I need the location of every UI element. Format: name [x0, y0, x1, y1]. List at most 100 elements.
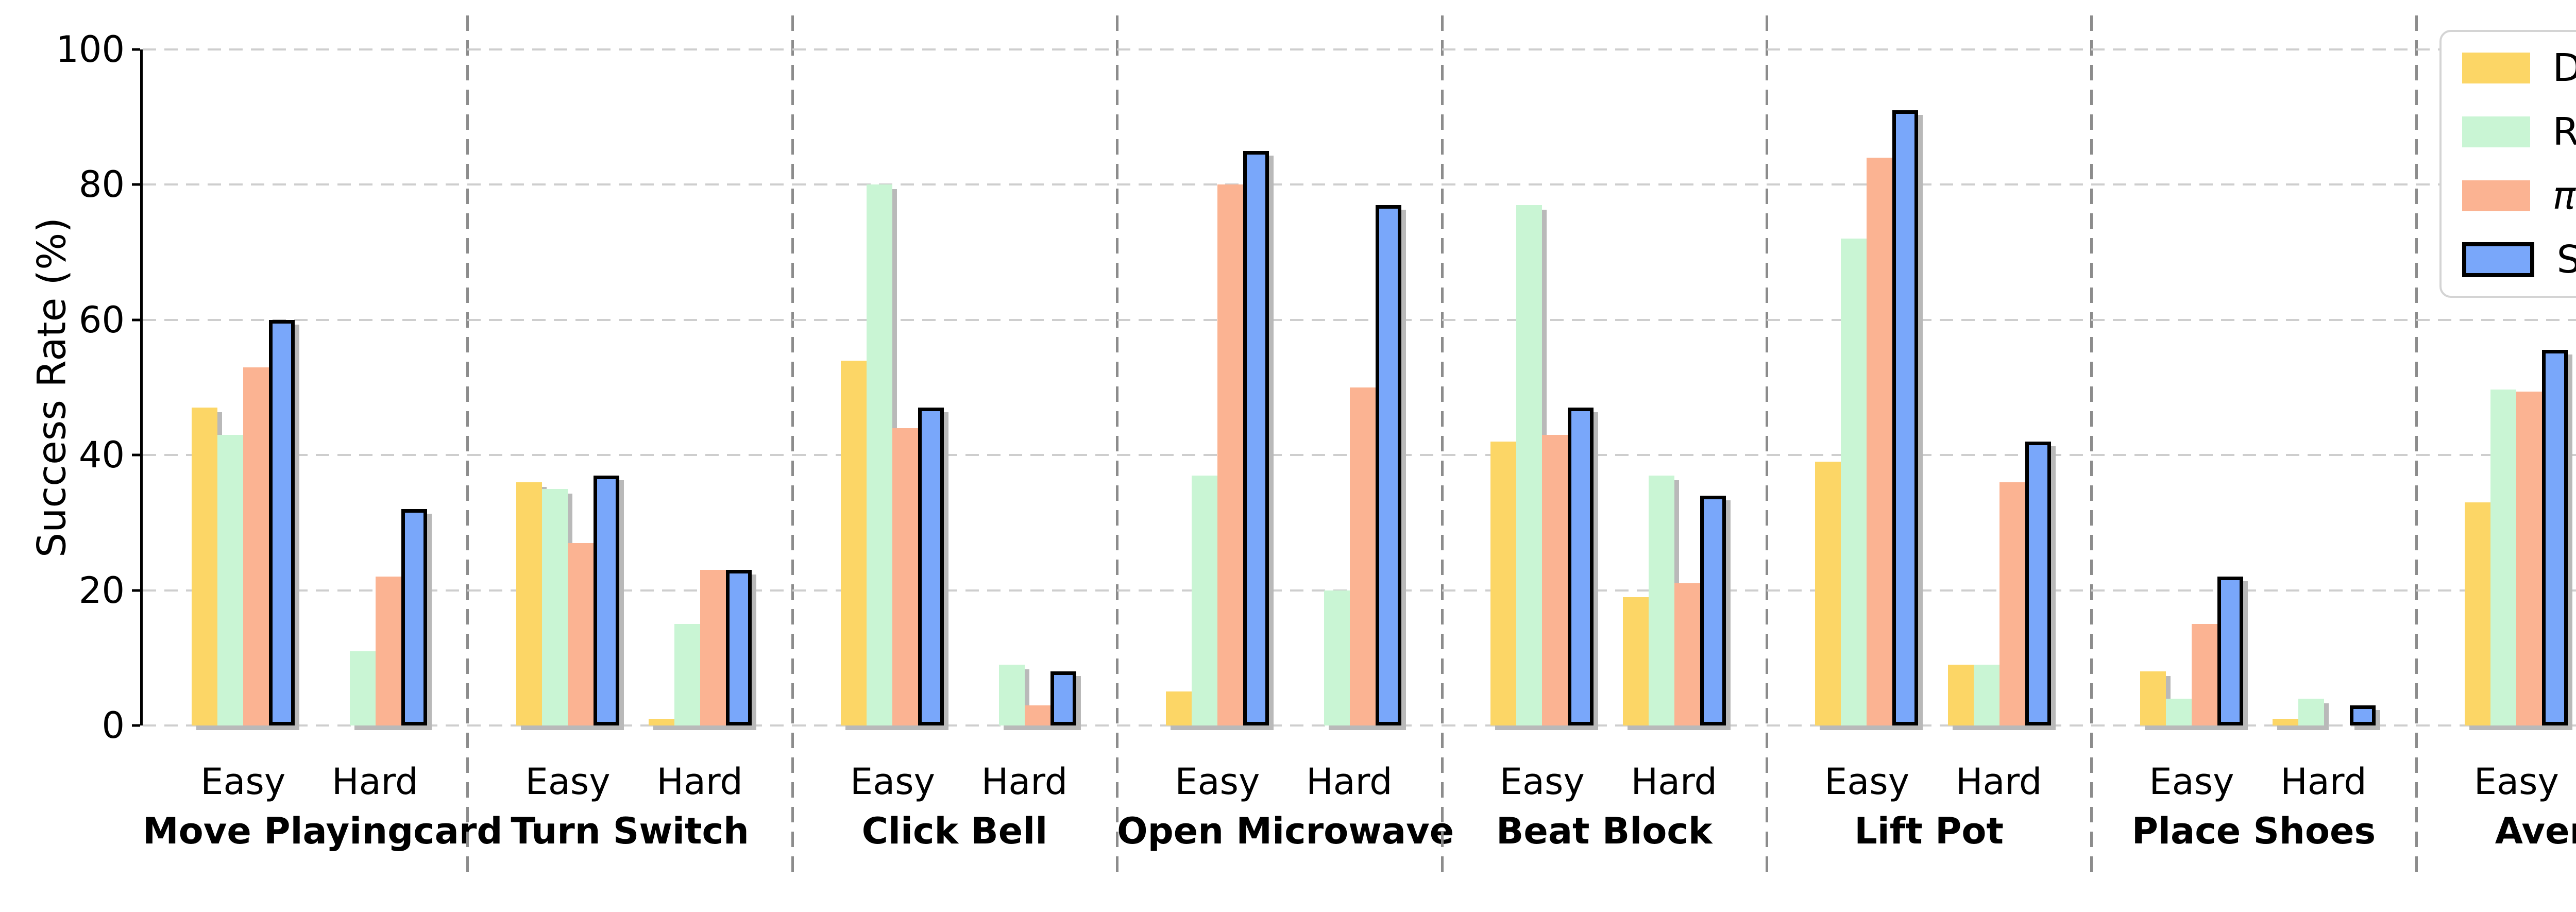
gridline-80: [2091, 183, 2416, 186]
y-tick-mark: [132, 183, 140, 186]
gridline-80: [1766, 183, 2092, 186]
gridline-0: [467, 724, 792, 727]
legend-swatch--: [2462, 180, 2530, 211]
bar-dp-hard: [649, 718, 675, 725]
bar-dp-hard: [1623, 597, 1649, 725]
bar---easy: [892, 428, 919, 725]
gridline-20: [2091, 589, 2416, 592]
bar-dp-easy: [1815, 462, 1841, 725]
bar-rdt-easy: [867, 184, 893, 725]
gridline-100: [792, 48, 1117, 50]
gridline-60: [2091, 318, 2416, 321]
panel-title: Open Microwave: [1117, 810, 1454, 852]
bar-sf-ours--easy: [268, 319, 295, 725]
legend-row-rdt: RDT: [2462, 111, 2576, 153]
x-tick-label-easy: Easy: [1175, 761, 1260, 803]
y-tick-mark: [132, 48, 140, 51]
bar-sf-ours--easy: [1243, 150, 1269, 725]
bar-rdt-easy: [541, 488, 568, 725]
bar-dp-hard: [2272, 718, 2298, 725]
gridline-20: [1442, 589, 1767, 592]
bar---easy: [1867, 157, 1893, 725]
legend-swatch-dp: [2462, 53, 2530, 83]
gridline-40: [143, 454, 468, 457]
gridline-80: [1117, 183, 1442, 186]
panel-turn-switch: Easy Hard Turn Switch: [467, 0, 794, 912]
x-tick-label-easy: Easy: [850, 761, 936, 803]
bar---hard: [1999, 482, 2025, 725]
gridline-20: [1766, 589, 2092, 592]
gridline-80: [792, 183, 1117, 186]
gridline-20: [143, 589, 468, 592]
bar---hard: [1349, 387, 1376, 725]
y-tick-label-0: 0: [101, 704, 125, 747]
bar---easy: [2191, 624, 2217, 725]
panels-row: Easy Hard Move Playingcard Easy Hard Turn Swi…: [143, 0, 2576, 912]
panel-title: Click Bell: [861, 810, 1048, 852]
x-tick-label-easy: Easy: [525, 761, 611, 803]
gridline-40: [1117, 454, 1442, 457]
x-tick-label-easy: Easy: [2473, 761, 2559, 803]
bar-sf-ours--hard: [2349, 705, 2376, 725]
panel-title: Average: [2495, 810, 2576, 852]
legend-label-rdt: RDT: [2552, 110, 2576, 154]
bar-rdt-hard: [349, 651, 376, 725]
bar-sf-ours--easy: [1568, 408, 1594, 725]
bar-dp-easy: [2140, 671, 2166, 725]
panel-title: Beat Block: [1496, 810, 1713, 852]
bar-rdt-easy: [1516, 205, 1543, 725]
bar-rdt-easy: [2165, 698, 2192, 725]
bar-rdt-easy: [2490, 389, 2517, 725]
x-tick-label-easy: Easy: [1824, 761, 1910, 803]
legend-row-dp: DP: [2462, 47, 2576, 89]
gridline-20: [467, 589, 792, 592]
panel-place-shoes: Easy Hard Place Shoes: [2091, 0, 2418, 912]
bar-sf-ours--easy: [2542, 349, 2568, 725]
x-tick-label-hard: Hard: [1631, 761, 1717, 803]
x-tick-label-easy: Easy: [200, 761, 286, 803]
y-tick-mark: [132, 453, 140, 457]
gridline-0: [2091, 724, 2416, 727]
gridline-60: [2416, 318, 2576, 321]
gridline-80: [143, 183, 468, 186]
bar-dp-easy: [841, 360, 867, 725]
bar-sf-ours--easy: [593, 475, 619, 725]
panel-title: Place Shoes: [2131, 810, 2376, 852]
bar---easy: [567, 543, 594, 725]
y-tick-mark: [132, 318, 140, 322]
bar-sf-ours--easy: [918, 408, 944, 725]
bar-dp-easy: [1490, 441, 1517, 725]
bar-dp-easy: [191, 408, 217, 725]
bar---hard: [1674, 583, 1701, 725]
x-tick-label-hard: Hard: [656, 761, 743, 803]
legend-row-sf-ours-: SF(Ours): [2462, 239, 2576, 280]
bar---easy: [243, 367, 269, 725]
legend: DP RDT π₀ SF(Ours): [2439, 30, 2576, 298]
bar-dp-easy: [1165, 691, 1192, 725]
panel-beat-block: Easy Hard Beat Block: [1442, 0, 1769, 912]
x-tick-label-hard: Hard: [1306, 761, 1393, 803]
gridline-40: [792, 454, 1117, 457]
gridline-40: [467, 454, 792, 457]
y-axis-spine: [140, 49, 143, 725]
bar-rdt-hard: [1649, 475, 1675, 725]
gridline-0: [1117, 724, 1442, 727]
gridline-40: [1442, 454, 1767, 457]
bar-rdt-hard: [1973, 664, 1999, 725]
bar---easy: [1542, 434, 1568, 725]
y-tick-label-100: 100: [56, 28, 125, 71]
gridline-60: [467, 318, 792, 321]
gridline-100: [143, 48, 468, 50]
panel-title: Move Playingcard: [143, 810, 503, 852]
bar-rdt-hard: [999, 664, 1025, 725]
y-tick-mark: [132, 724, 140, 727]
gridline-40: [1766, 454, 2092, 457]
legend-label-dp: DP: [2552, 46, 2576, 90]
legend-label-sf-ours-: SF(Ours): [2556, 238, 2576, 282]
y-tick-label-60: 60: [78, 298, 125, 341]
bar-sf-ours--hard: [2025, 441, 2051, 725]
bar---easy: [2516, 391, 2543, 725]
x-tick-label-hard: Hard: [981, 761, 1068, 803]
bar-rdt-hard: [2298, 698, 2324, 725]
